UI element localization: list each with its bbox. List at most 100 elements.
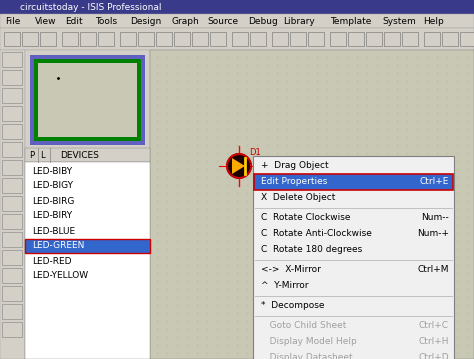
Bar	[232, 32, 248, 46]
Bar	[34, 59, 141, 141]
Bar	[0, 0, 474, 14]
Text: LED-BLUE: LED-BLUE	[32, 227, 75, 236]
Bar	[192, 32, 208, 46]
Bar	[2, 88, 22, 103]
Circle shape	[227, 154, 251, 178]
Bar	[40, 32, 56, 46]
Text: Design: Design	[130, 17, 162, 25]
Bar	[2, 70, 22, 85]
Text: LED-RED: LED-RED	[32, 256, 72, 266]
Text: Num-+: Num-+	[417, 229, 449, 238]
Bar	[460, 32, 474, 46]
Text: Debug: Debug	[248, 17, 278, 25]
Text: C  Rotate Clockwise: C Rotate Clockwise	[261, 214, 350, 223]
Bar	[2, 178, 22, 193]
Bar	[2, 124, 22, 139]
Bar	[98, 32, 114, 46]
Text: Edit Properties: Edit Properties	[261, 177, 328, 186]
Text: LED-BIGY: LED-BIGY	[32, 182, 73, 191]
Bar	[25, 50, 150, 359]
Bar	[2, 232, 22, 247]
Bar	[120, 32, 136, 46]
Text: C  Rotate 180 degrees: C Rotate 180 degrees	[261, 246, 362, 255]
Bar	[402, 32, 418, 46]
Text: circuitstoday - ISIS Professional: circuitstoday - ISIS Professional	[20, 3, 162, 11]
Bar	[253, 156, 454, 359]
Text: Tools: Tools	[95, 17, 117, 25]
Bar	[210, 32, 226, 46]
Text: ^  Y-Mirror: ^ Y-Mirror	[261, 281, 309, 290]
Bar	[2, 304, 22, 319]
Polygon shape	[232, 158, 245, 174]
Text: LED-BIRY: LED-BIRY	[32, 211, 72, 220]
Text: Template: Template	[330, 17, 371, 25]
Text: Ctrl+E: Ctrl+E	[419, 177, 449, 186]
Text: C  Rotate Anti-Clockwise: C Rotate Anti-Clockwise	[261, 229, 372, 238]
Bar	[30, 55, 145, 145]
Bar	[22, 32, 38, 46]
Text: Ctrl+H: Ctrl+H	[419, 337, 449, 346]
Bar	[308, 32, 324, 46]
Text: File: File	[5, 17, 20, 25]
Text: Help: Help	[423, 17, 444, 25]
Text: LED-YELLOW: LED-YELLOW	[32, 271, 88, 280]
Bar	[38, 63, 137, 137]
Bar	[424, 32, 440, 46]
Text: Graph: Graph	[172, 17, 199, 25]
Bar	[25, 239, 150, 253]
Bar	[254, 174, 453, 190]
Bar	[2, 286, 22, 301]
Text: DEVICES: DEVICES	[60, 150, 99, 159]
Bar	[290, 32, 306, 46]
Text: <->  X-Mirror: <-> X-Mirror	[261, 266, 321, 275]
Text: Ctrl+C: Ctrl+C	[419, 322, 449, 331]
Bar	[2, 322, 22, 337]
Text: +  Drag Object: + Drag Object	[261, 162, 328, 171]
Text: L: L	[40, 150, 45, 159]
Bar	[25, 162, 150, 359]
Bar	[4, 32, 20, 46]
Bar	[0, 50, 25, 359]
Bar	[62, 32, 78, 46]
Bar	[2, 160, 22, 175]
Bar	[2, 250, 22, 265]
Bar	[156, 32, 172, 46]
Text: X  Delete Object: X Delete Object	[261, 194, 336, 202]
Text: Display Datasheet: Display Datasheet	[261, 354, 353, 359]
Bar	[442, 32, 458, 46]
Text: Edit: Edit	[65, 17, 82, 25]
Bar	[330, 32, 346, 46]
Bar	[366, 32, 382, 46]
Bar	[2, 106, 22, 121]
Text: P: P	[29, 150, 34, 159]
Bar	[174, 32, 190, 46]
Bar	[272, 32, 288, 46]
Text: D1: D1	[249, 148, 261, 157]
Text: LED-GREEN: LED-GREEN	[32, 242, 84, 251]
Text: Goto Child Sheet: Goto Child Sheet	[261, 322, 346, 331]
Text: View: View	[35, 17, 56, 25]
Bar	[384, 32, 400, 46]
Text: Source: Source	[207, 17, 238, 25]
Text: Library: Library	[283, 17, 315, 25]
Bar	[138, 32, 154, 46]
Bar	[2, 214, 22, 229]
Bar	[0, 28, 474, 50]
Text: *  Decompose: * Decompose	[261, 302, 325, 311]
Text: Display Model Help: Display Model Help	[261, 337, 357, 346]
Bar	[250, 32, 266, 46]
Text: LED-BIRG: LED-BIRG	[32, 196, 74, 205]
Bar	[2, 142, 22, 157]
Bar	[2, 52, 22, 67]
Bar	[80, 32, 96, 46]
Text: Ctrl+M: Ctrl+M	[418, 266, 449, 275]
Bar	[2, 196, 22, 211]
Bar	[150, 50, 474, 359]
Text: Num--: Num--	[421, 214, 449, 223]
Bar	[2, 268, 22, 283]
Bar	[348, 32, 364, 46]
Bar	[0, 14, 474, 28]
Text: Ctrl+D: Ctrl+D	[419, 354, 449, 359]
Text: LED-BIBY: LED-BIBY	[32, 167, 72, 176]
Bar	[25, 148, 150, 162]
